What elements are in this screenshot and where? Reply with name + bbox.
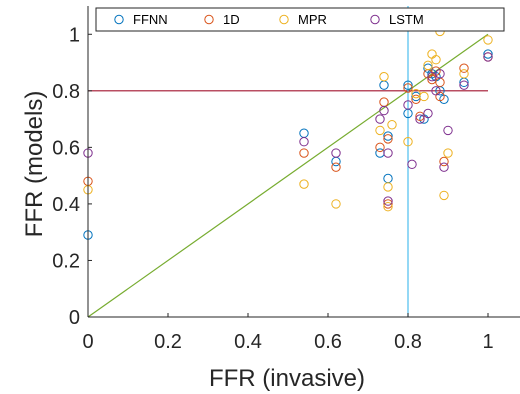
y-tick-label: 0.4 [52, 194, 80, 216]
point-lstm [331, 148, 341, 158]
point-ffnn [403, 80, 413, 90]
y-axis-ticks: 0 0.2 0.4 0.6 0.8 1 [52, 24, 92, 329]
point-mpr [403, 137, 413, 147]
point-mpr [423, 60, 433, 71]
point-lstm [415, 114, 425, 124]
data-points [83, 26, 493, 240]
point-mpr [443, 148, 453, 158]
point-ffnn [299, 128, 309, 138]
point-1d [459, 63, 469, 73]
point-1d [411, 94, 421, 105]
y-tick-label: 0.6 [52, 137, 80, 159]
point-lstm [423, 108, 433, 119]
point-ffnn [483, 49, 493, 59]
legend-label-ffnn: FFNN [133, 12, 168, 27]
y-tick-label: 0.8 [52, 81, 80, 103]
point-ffnn [383, 131, 393, 141]
point-lstm [459, 80, 469, 90]
point-lstm [435, 69, 445, 79]
point-1d [375, 142, 385, 153]
point-1d [379, 97, 389, 107]
point-mpr [459, 69, 469, 79]
point-mpr [483, 35, 493, 45]
point-mpr [331, 199, 341, 209]
point-ffnn [379, 80, 389, 90]
point-1d [415, 111, 425, 121]
y-axis-label: FFR (models) [21, 91, 48, 238]
x-tick-label: 0.6 [314, 331, 342, 353]
point-mpr [387, 120, 397, 130]
point-1d [331, 162, 341, 172]
x-axis-label: FFR (invasive) [209, 365, 365, 392]
x-tick-label: 0.4 [234, 331, 262, 353]
axes [87, 6, 520, 318]
point-1d [299, 148, 309, 158]
y-tick-label: 0.2 [52, 250, 80, 272]
point-1d [383, 134, 393, 144]
point-lstm [483, 52, 493, 62]
point-1d [403, 83, 413, 93]
point-lstm [407, 159, 417, 170]
legend-label-lstm: LSTM [389, 12, 424, 27]
legend-marker-lstm [370, 14, 380, 25]
legend-box [95, 7, 505, 32]
legend-label-mpr: MPR [298, 12, 327, 27]
point-1d [383, 199, 393, 209]
y-tick-label: 0 [69, 307, 80, 329]
x-axis-ticks: 0 0.2 0.4 0.6 0.8 1 [82, 313, 494, 353]
point-1d [435, 77, 445, 88]
point-lstm [431, 86, 441, 96]
y-tick-label: 1 [69, 24, 80, 46]
point-mpr [383, 202, 393, 212]
point-lstm [299, 137, 309, 147]
point-lstm [403, 100, 413, 110]
legend: FFNN 1D MPR LSTM [95, 7, 505, 32]
legend-marker-ffnn [114, 14, 124, 25]
point-lstm [375, 114, 385, 124]
point-lstm [383, 196, 393, 206]
point-lstm [383, 148, 393, 158]
point-mpr [375, 125, 385, 136]
legend-marker-1d [204, 14, 214, 25]
legend-label-1d: 1D [223, 12, 240, 27]
point-lstm [427, 71, 437, 82]
reference-lines [87, 6, 489, 318]
point-lstm [379, 105, 389, 116]
point-lstm [443, 125, 453, 136]
point-lstm [439, 162, 449, 172]
point-mpr [383, 182, 393, 192]
identity-reference-line [87, 33, 489, 318]
x-tick-label: 0 [82, 331, 93, 353]
point-ffnn [383, 173, 393, 184]
point-mpr [427, 49, 437, 59]
x-tick-label: 0.2 [154, 331, 182, 353]
point-mpr [379, 71, 389, 82]
point-mpr [439, 190, 449, 201]
point-mpr [299, 179, 309, 189]
point-mpr [411, 88, 421, 99]
x-tick-label: 1 [482, 331, 493, 353]
point-1d [439, 156, 449, 167]
point-mpr [431, 55, 441, 65]
x-tick-label: 0.8 [394, 331, 422, 353]
point-1d [427, 74, 437, 85]
legend-marker-mpr [279, 14, 289, 25]
point-mpr [419, 91, 429, 102]
